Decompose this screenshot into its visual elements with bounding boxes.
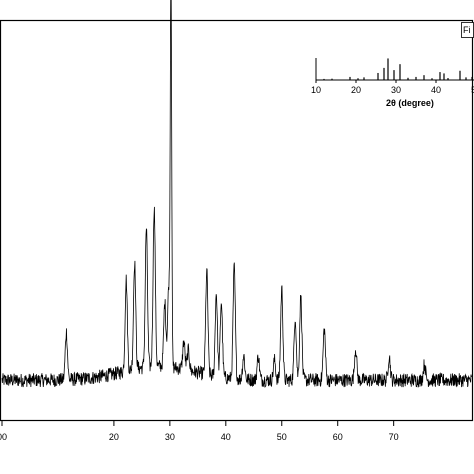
xrd-pattern-line (1, 0, 473, 388)
inset-x-ticks (315, 80, 437, 83)
legend-box: Fi (461, 22, 474, 38)
x-tick-label: 20 (109, 432, 119, 442)
x-tick-label: 50 (277, 432, 287, 442)
legend-label: Fi (463, 25, 471, 35)
x-tick-label: 00 (0, 432, 7, 442)
inset-x-tick-label: 40 (431, 85, 441, 95)
inset-x-axis-label: 2θ (degree) (386, 98, 434, 108)
plot-frame (0, 19, 474, 422)
inset-x-tick-label: 10 (311, 85, 321, 95)
x-axis-tick-labels: 00 20 30 40 50 60 70 (0, 432, 399, 442)
x-tick-label: 30 (165, 432, 175, 442)
x-axis-ticks (1, 420, 395, 426)
inset-x-tick-label: 20 (351, 85, 361, 95)
inset-x-tick-label: 50 (471, 85, 474, 95)
x-tick-label: 40 (221, 432, 231, 442)
inset-x-tick-label: 30 (391, 85, 401, 95)
reference-pattern-bars (315, 58, 473, 80)
reference-pattern-inset: 10 20 30 40 50 2θ (degree) (311, 58, 474, 108)
x-tick-label: 60 (333, 432, 343, 442)
x-tick-label: 70 (389, 432, 399, 442)
inset-x-tick-labels: 10 20 30 40 50 (311, 85, 474, 95)
